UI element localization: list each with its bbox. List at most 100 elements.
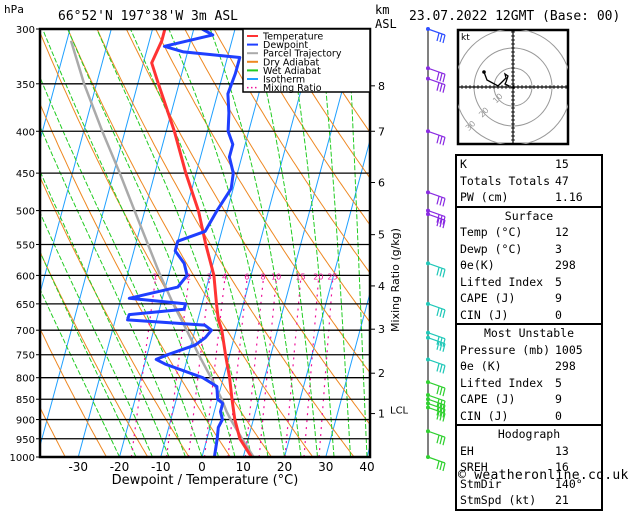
most-unstable-label: θe (K) xyxy=(460,358,502,375)
mixing-ratio-label: 3 xyxy=(207,272,212,281)
copyright: © weatheronline.co.uk xyxy=(458,468,629,483)
most-unstable-value: 9 xyxy=(555,391,597,408)
surface-label: Temp (°C) xyxy=(460,224,522,241)
wind-barb-icon xyxy=(428,304,445,310)
pressure-tick-label: 850 xyxy=(16,395,35,406)
surface-label: θe(K) xyxy=(460,257,495,274)
wind-barb-flag xyxy=(440,462,442,470)
wind-barb-icon xyxy=(428,29,445,35)
x-axis-title: Dewpoint / Temperature (°C) xyxy=(112,473,299,486)
wind-barb-flag xyxy=(437,461,439,469)
km-tick-label: 6 xyxy=(378,176,385,189)
km-tick-label: 5 xyxy=(378,229,385,242)
wind-barb-flag xyxy=(440,73,442,81)
wind-barb-flag xyxy=(437,72,439,80)
temperature-tick-label: -10 xyxy=(151,460,171,474)
surface-value: 298 xyxy=(555,257,597,274)
most-unstable-label: CIN (J) xyxy=(460,408,508,425)
surface-label: Dewp (°C) xyxy=(460,241,522,258)
mixing-ratio-label: 10 xyxy=(271,272,281,281)
wind-barb-flag xyxy=(440,436,442,444)
pressure-tick-label: 800 xyxy=(16,374,35,385)
wind-barb-icon xyxy=(428,214,445,220)
wind-barb-icon xyxy=(428,457,445,463)
pressure-tick-label: 400 xyxy=(16,127,35,138)
index-value: 15 xyxy=(555,156,597,173)
wind-barb-icon xyxy=(428,131,445,137)
most-unstable-row: CAPE (J) 9 xyxy=(457,391,601,408)
surface-row: Temp (°C)12 xyxy=(457,224,601,241)
most-unstable-value: 5 xyxy=(555,375,597,392)
most-unstable-value: 298 xyxy=(555,358,597,375)
wind-barb-flag xyxy=(440,34,442,42)
mixing-ratio-line xyxy=(205,275,226,457)
km-tick-label: 7 xyxy=(378,125,385,138)
surface-row: Lifted Index 5 xyxy=(457,274,601,291)
pressure-tick-label: 500 xyxy=(16,207,35,218)
most-unstable-value: 0 xyxy=(555,408,597,425)
most-unstable-row: Pressure (mb)1005 xyxy=(457,342,601,359)
surface-label: CIN (J) xyxy=(460,307,508,324)
wet-adiabat-line xyxy=(130,29,268,457)
temperature-tick-label: 30 xyxy=(318,460,333,474)
temperature-tick-label: -30 xyxy=(68,460,88,474)
index-value: 47 xyxy=(555,173,597,190)
temperature-tick-label: 0 xyxy=(198,460,206,474)
wind-barb-icon xyxy=(428,431,445,437)
wind-barb-icon xyxy=(428,211,445,217)
pressure-tick-label: 750 xyxy=(16,351,35,362)
mixing-ratio-label: 15 xyxy=(295,272,305,281)
surface-title: Surface xyxy=(457,208,601,225)
wind-barb-flag xyxy=(443,463,445,471)
mixing-ratio-line xyxy=(188,275,210,457)
surface-label: CAPE (J) xyxy=(460,290,515,307)
surface-value: 0 xyxy=(555,307,597,324)
pressure-tick-label: 1000 xyxy=(10,453,35,464)
pressure-tick-label: 550 xyxy=(16,240,35,251)
surface-row: Dewp (°C)3 xyxy=(457,241,601,258)
wind-barb-flag xyxy=(443,365,445,373)
mixing-ratio-line xyxy=(259,275,277,457)
temperature-tick-label: 20 xyxy=(277,460,292,474)
km-tick-label: 4 xyxy=(378,280,385,293)
pressure-tick-label: 700 xyxy=(16,326,35,337)
wind-barb-icon xyxy=(428,359,445,365)
hodograph-start-dot xyxy=(482,70,486,74)
surface-row: θe(K) 298 xyxy=(457,257,601,274)
wind-barb-flag xyxy=(443,437,445,445)
wind-barb-flag xyxy=(443,269,445,277)
most-unstable-title: Most Unstable xyxy=(457,325,601,342)
surface-value: 5 xyxy=(555,274,597,291)
mixing-ratio-label: 1 xyxy=(153,272,158,281)
pressure-tick-label: 900 xyxy=(16,416,35,427)
legend-label: Mixing Ratio xyxy=(263,83,322,94)
mixing-ratio-line xyxy=(304,275,319,457)
wind-barb-flag xyxy=(443,137,445,145)
dewpoint-line xyxy=(128,29,240,457)
most-unstable-label: CAPE (J) xyxy=(460,391,515,408)
surface-row: CIN (J) 0 xyxy=(457,307,601,324)
wind-barb-icon xyxy=(428,192,445,198)
index-row: Totals Totals 47 xyxy=(457,173,601,190)
index-label: Totals Totals xyxy=(460,173,550,190)
wet-adiabat-line xyxy=(43,29,219,457)
pressure-tick-label: 300 xyxy=(16,25,35,36)
hodograph-stat-label: EH xyxy=(460,443,474,460)
wind-barb-flag xyxy=(437,435,439,443)
wind-barbs xyxy=(426,27,445,471)
km-tick-label: 8 xyxy=(378,80,385,93)
profiles xyxy=(71,29,254,457)
hodograph-stat-label: StmSpd (kt) xyxy=(460,492,536,509)
mixing-ratio-label: 6 xyxy=(244,272,249,281)
mixing-ratio-axis-title: Mixing Ratio (g/kg) xyxy=(389,228,402,332)
mixing-ratio-label: 8 xyxy=(261,272,266,281)
wind-barb-flag xyxy=(437,83,439,91)
km-tick-label: 2 xyxy=(378,367,385,380)
index-value: 1.16 xyxy=(555,189,597,206)
surface-label: Lifted Index xyxy=(460,274,543,291)
pressure-tick-label: 600 xyxy=(16,271,35,282)
